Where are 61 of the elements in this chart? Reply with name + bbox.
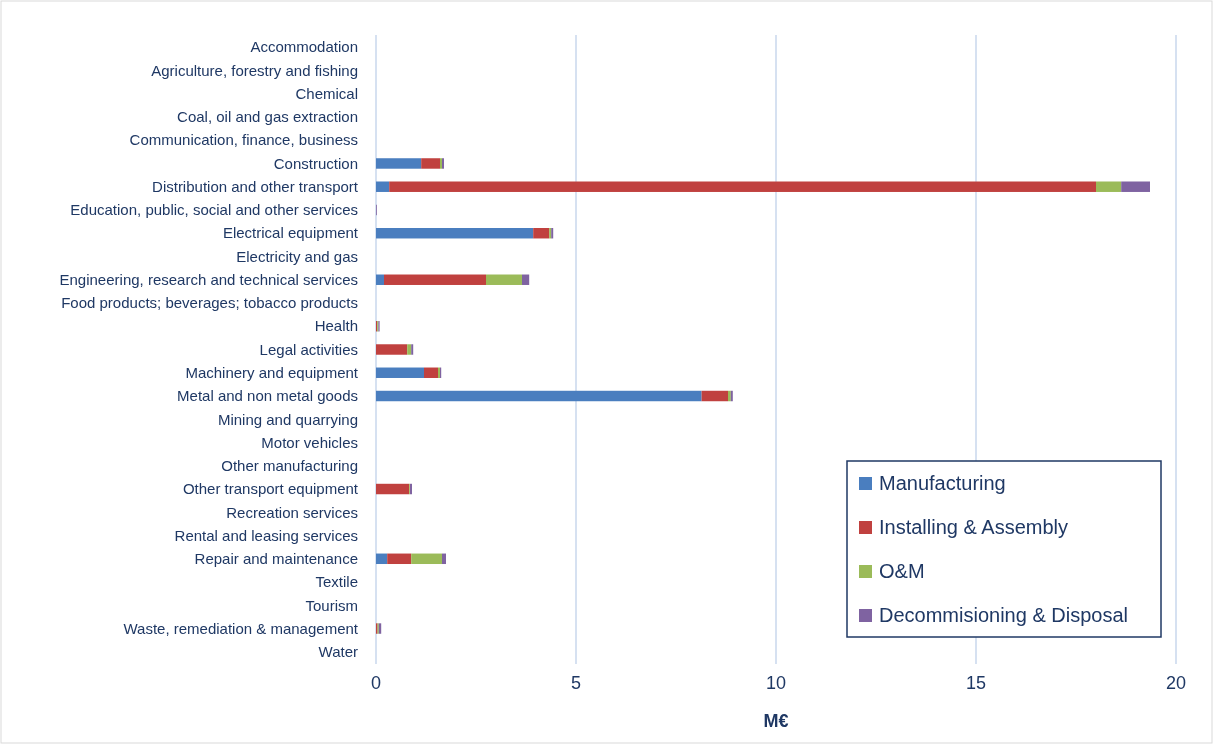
legend-label: O&M bbox=[879, 560, 925, 582]
legend-label: Manufacturing bbox=[879, 472, 1006, 494]
bar bbox=[533, 228, 550, 239]
bar bbox=[376, 274, 384, 285]
x-tick-label: 0 bbox=[370, 673, 382, 693]
y-tick-label: Other manufacturing bbox=[221, 457, 358, 475]
y-tick-label: Electricity and gas bbox=[236, 247, 358, 265]
y-tick-label: Chemical bbox=[295, 84, 358, 102]
bar bbox=[424, 367, 438, 378]
y-tick-label: Communication, finance, business bbox=[129, 131, 358, 149]
bar bbox=[384, 274, 486, 285]
y-tick-label: Motor vehicles bbox=[261, 433, 358, 451]
x-tick-label: 5 bbox=[570, 673, 582, 693]
bar bbox=[389, 181, 1096, 192]
bar bbox=[376, 228, 534, 239]
x-tick-label: 20 bbox=[1165, 673, 1187, 693]
y-tick-label: Construction bbox=[273, 154, 358, 172]
y-tick-label: Coal, oil and gas extraction bbox=[177, 108, 358, 126]
x-tick-label: 15 bbox=[965, 673, 987, 693]
y-tick-label: Other transport equipment bbox=[182, 480, 359, 498]
bar bbox=[1096, 181, 1122, 192]
y-tick-label: Recreation services bbox=[226, 503, 358, 521]
bar bbox=[411, 344, 414, 355]
x-tick-label: 10 bbox=[765, 673, 787, 693]
y-tick-label: Electrical equipment bbox=[222, 224, 359, 242]
y-tick-label: Education, public, social and other services bbox=[70, 201, 358, 219]
bar bbox=[376, 483, 410, 495]
bar bbox=[1121, 181, 1150, 192]
y-tick-label: Waste, remediation & management bbox=[123, 619, 359, 637]
bar bbox=[376, 367, 424, 378]
bar bbox=[486, 274, 522, 285]
bar bbox=[407, 344, 412, 355]
bar bbox=[387, 553, 412, 565]
bar bbox=[421, 158, 440, 169]
bar bbox=[411, 553, 442, 565]
bar bbox=[376, 158, 422, 169]
y-tick-label: Engineering, research and technical services bbox=[59, 270, 358, 288]
bar bbox=[701, 390, 728, 402]
y-tick-label: Textile bbox=[315, 573, 358, 591]
y-tick-label: Agriculture, forestry and fishing bbox=[151, 61, 358, 79]
y-tick-label: Metal and non metal goods bbox=[177, 387, 358, 405]
y-tick-label: Accommodation bbox=[250, 38, 358, 56]
bar bbox=[376, 181, 390, 192]
bar bbox=[376, 344, 408, 355]
y-tick-label: Rental and leasing services bbox=[174, 526, 358, 544]
legend-label: Decommisioning & Disposal bbox=[879, 604, 1128, 626]
legend-label: Installing & Assembly bbox=[879, 516, 1068, 538]
y-tick-label: Machinery and equipment bbox=[185, 364, 359, 381]
bar bbox=[442, 553, 446, 565]
x-axis-title: M€ bbox=[763, 711, 789, 731]
bar bbox=[376, 390, 702, 402]
y-tick-label: Tourism bbox=[305, 596, 358, 614]
bar bbox=[376, 553, 388, 565]
y-tick-label: Mining and quarrying bbox=[217, 410, 358, 428]
y-tick-label: Repair and maintenance bbox=[194, 550, 358, 568]
y-tick-label: Water bbox=[318, 643, 358, 661]
y-tick-label: Food products; beverages; tobacco products bbox=[61, 294, 358, 312]
y-tick-label: Health bbox=[314, 317, 358, 335]
bar bbox=[522, 274, 530, 285]
y-tick-label: Distribution and other transport bbox=[152, 177, 359, 195]
y-tick-label: Legal activities bbox=[259, 340, 358, 358]
